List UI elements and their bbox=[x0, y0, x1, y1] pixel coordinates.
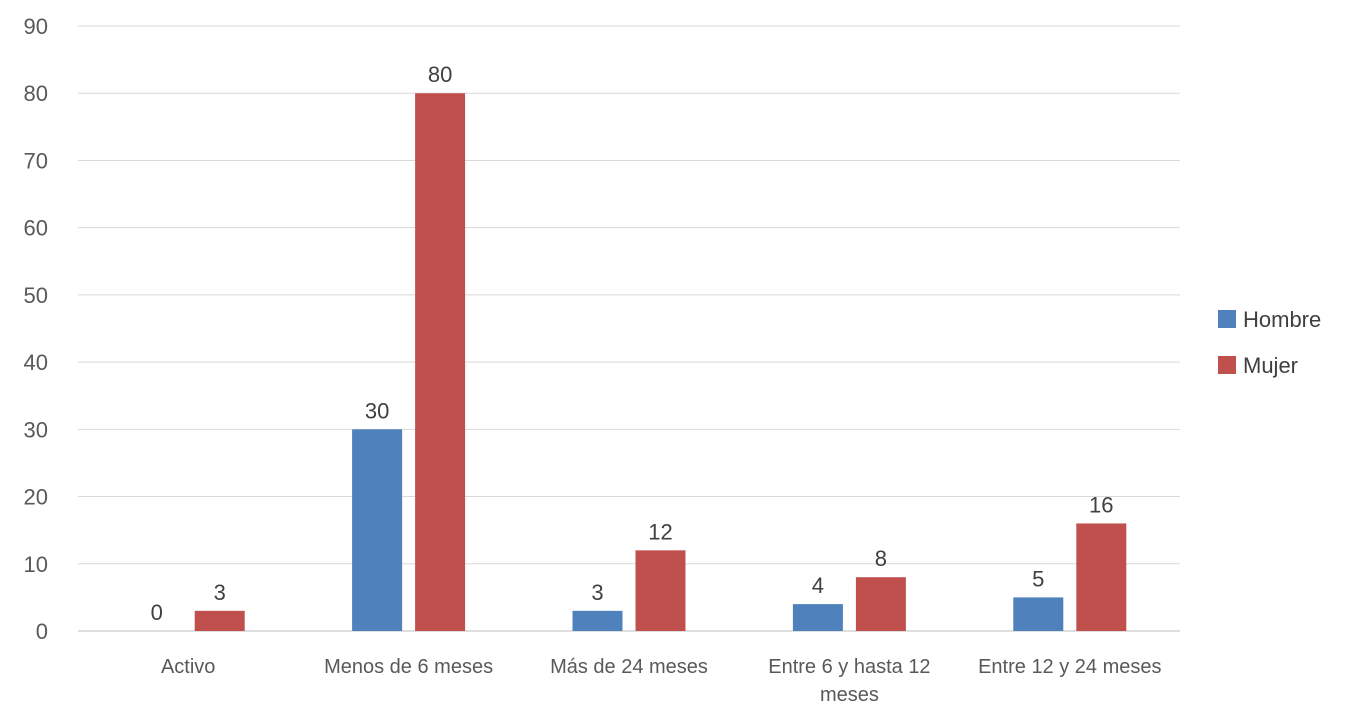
y-axis: 0 10 20 30 40 50 60 70 80 90 bbox=[24, 14, 48, 644]
x-tick-label: Activo bbox=[161, 656, 215, 678]
x-tick-label: Más de 24 meses bbox=[550, 656, 708, 678]
x-tick-label: Entre 12 y 24 meses bbox=[978, 656, 1161, 678]
y-tick-label: 70 bbox=[24, 148, 48, 173]
bar-mujer bbox=[635, 550, 686, 631]
data-label: 30 bbox=[365, 398, 389, 423]
y-tick-label: 40 bbox=[24, 350, 48, 375]
x-tick-label: meses bbox=[820, 684, 879, 706]
y-tick-label: 80 bbox=[24, 81, 48, 106]
y-tick-label: 60 bbox=[24, 216, 48, 241]
bar-hombre bbox=[572, 610, 623, 631]
data-label: 3 bbox=[214, 580, 226, 605]
gridlines bbox=[78, 25, 1180, 632]
bar-hombre bbox=[792, 604, 843, 631]
data-label: 80 bbox=[428, 62, 452, 87]
y-tick-label: 10 bbox=[24, 552, 48, 577]
data-label: 12 bbox=[648, 519, 672, 544]
x-axis: Activo Menos de 6 meses Más de 24 meses Ent… bbox=[161, 656, 1162, 706]
y-tick-label: 50 bbox=[24, 283, 48, 308]
x-tick-label: Entre 6 y hasta 12 bbox=[768, 656, 930, 678]
y-tick-label: 90 bbox=[24, 14, 48, 39]
data-label: 4 bbox=[812, 573, 824, 598]
y-tick-label: 30 bbox=[24, 417, 48, 442]
data-label: 8 bbox=[875, 546, 887, 571]
bar-hombre bbox=[352, 429, 403, 631]
y-tick-label: 0 bbox=[36, 619, 48, 644]
legend-swatch-hombre bbox=[1218, 310, 1236, 328]
legend-label: Mujer bbox=[1243, 353, 1298, 378]
x-tick-label: Menos de 6 meses bbox=[324, 656, 493, 678]
data-labels: 0 30 3 4 5 3 80 12 8 16 bbox=[151, 62, 1114, 625]
data-label: 0 bbox=[151, 600, 163, 625]
bar-mujer bbox=[415, 93, 466, 631]
bar-mujer bbox=[194, 610, 245, 631]
data-label: 16 bbox=[1089, 492, 1113, 517]
data-label: 5 bbox=[1032, 566, 1044, 591]
bars bbox=[194, 93, 1127, 631]
bar-hombre bbox=[1013, 597, 1064, 631]
y-tick-label: 20 bbox=[24, 485, 48, 510]
bar-mujer bbox=[1076, 523, 1127, 631]
bar-mujer bbox=[855, 577, 906, 631]
legend-label: Hombre bbox=[1243, 307, 1321, 332]
data-label: 3 bbox=[591, 580, 603, 605]
legend-swatch-mujer bbox=[1218, 356, 1236, 374]
legend: Hombre Mujer bbox=[1218, 307, 1321, 378]
